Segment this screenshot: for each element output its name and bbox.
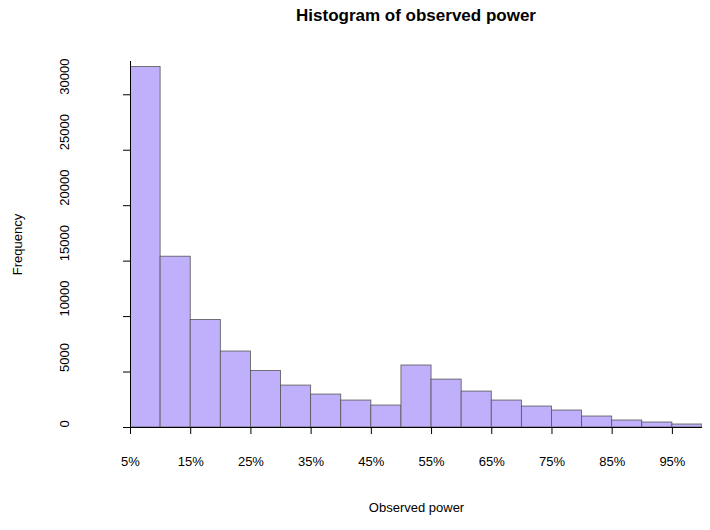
svg-text:55%: 55%: [419, 454, 445, 469]
svg-text:65%: 65%: [479, 454, 505, 469]
svg-text:Frequency: Frequency: [10, 213, 25, 275]
svg-text:35%: 35%: [298, 454, 324, 469]
svg-text:10000: 10000: [57, 280, 72, 316]
svg-text:5%: 5%: [121, 454, 140, 469]
svg-text:25000: 25000: [57, 114, 72, 150]
svg-text:0: 0: [57, 420, 72, 427]
svg-text:Observed power: Observed power: [369, 500, 465, 515]
svg-text:15000: 15000: [57, 225, 72, 261]
svg-text:5000: 5000: [57, 343, 72, 372]
svg-text:75%: 75%: [539, 454, 565, 469]
svg-text:30000: 30000: [57, 59, 72, 95]
html-text:Histogram of observed power: Histogram of observed power: [296, 6, 536, 25]
svg-text:15%: 15%: [178, 454, 204, 469]
svg-text:85%: 85%: [599, 454, 625, 469]
svg-text:25%: 25%: [238, 454, 264, 469]
svg-text:45%: 45%: [358, 454, 384, 469]
svg-text:95%: 95%: [659, 454, 685, 469]
svg-text:20000: 20000: [57, 170, 72, 206]
